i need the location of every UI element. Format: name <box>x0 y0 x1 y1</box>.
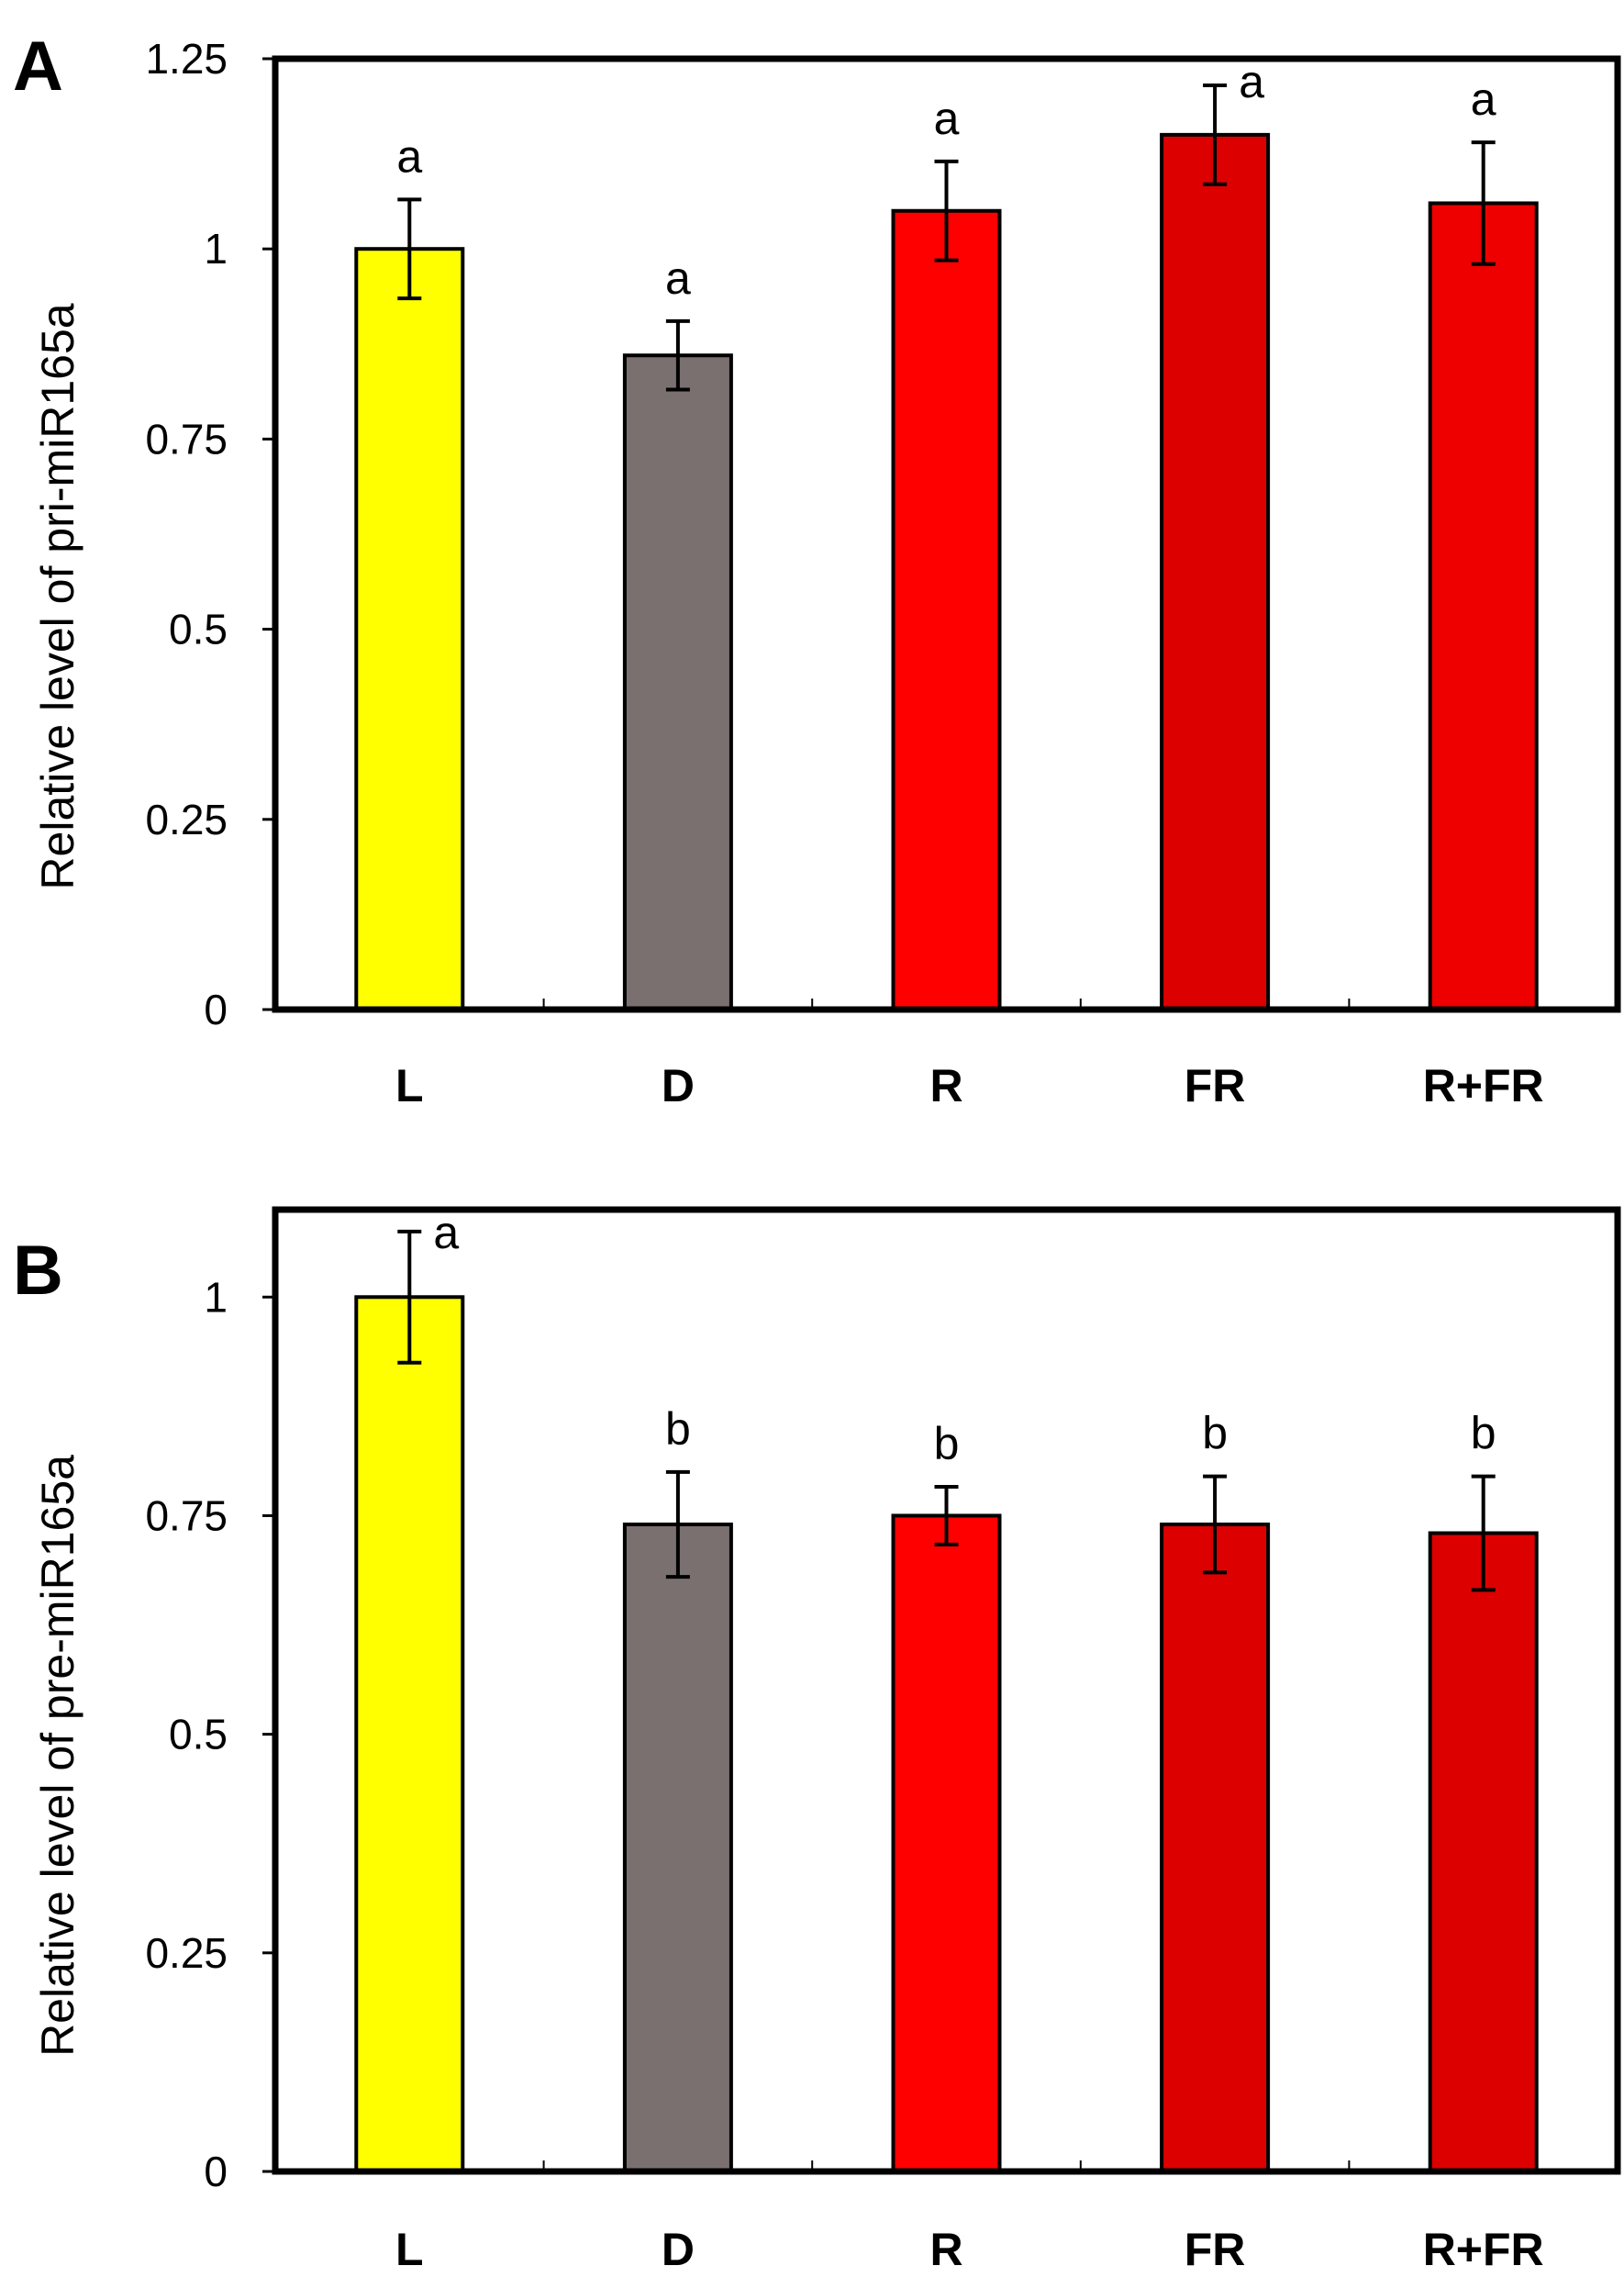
panel-a-significance-L: a <box>396 130 422 182</box>
panel-b-significance-R: b <box>934 1418 960 1469</box>
panel-a-category-labels: L D R FR R+FR <box>395 1060 1544 1111</box>
panel-b-bar-D <box>622 1522 733 2173</box>
panel-a-error-bars <box>397 84 1496 392</box>
panel-a-letter: A <box>13 28 63 106</box>
panel-a-y-tick-label: 0 <box>204 986 228 1033</box>
panel-a-y-axis-label: Relative level of pri-miR165a <box>32 303 83 889</box>
panel-b-significance-L: a <box>433 1207 459 1258</box>
panel-b-y-tick-label: 0.5 <box>169 1711 228 1758</box>
panel-b-category-label-D: D <box>662 2224 695 2275</box>
panel-b-letter: B <box>13 1232 63 1310</box>
panel-a-y-tick-label: 1 <box>204 225 228 273</box>
panel-b-significance-D: b <box>665 1403 691 1455</box>
panel-b-error-bars <box>397 1229 1496 1592</box>
panel-b-bar-L <box>354 1295 465 2173</box>
panel-b-bar-R <box>891 1513 1002 2174</box>
panel-b-category-label-L: L <box>395 2224 424 2275</box>
panel-b-significance-R+FR: b <box>1471 1408 1496 1459</box>
panel-b-bars <box>354 1295 1539 2174</box>
panel-a-y-tick-label: 0.75 <box>145 415 228 463</box>
panel-a-plot-frame <box>272 55 1621 1013</box>
panel-a-bar-L <box>354 247 465 1011</box>
panel-a-significance-R+FR: a <box>1471 73 1496 125</box>
panel-a-y-tick-label: 0.25 <box>145 796 228 843</box>
panel-a-category-label-FR: FR <box>1185 1060 1246 1111</box>
panel-a-category-label-D: D <box>662 1060 695 1111</box>
panel-a: A Relative level of pri-miR165a 0 0.25 0.5… <box>13 28 1621 1111</box>
panel-a-bar-R+FR <box>1428 201 1539 1012</box>
panel-a-significance-R: a <box>934 93 960 144</box>
panel-b-significance-labels: a b b b b <box>433 1207 1496 1469</box>
panel-a-category-label-R+FR: R+FR <box>1423 1060 1544 1111</box>
panel-b-category-label-FR: FR <box>1185 2224 1246 2275</box>
panel-b-bar-FR <box>1160 1522 1271 2173</box>
panel-b-y-tick-label: 0.25 <box>145 1929 228 1977</box>
panel-a-bar-FR <box>1160 132 1271 1011</box>
panel-a-category-label-R: R <box>929 1060 962 1111</box>
panel-a-y-tick-label: 0.5 <box>169 606 228 653</box>
panel-b-y-axis-label: Relative level of pre-miR165a <box>32 1455 83 2057</box>
panel-a-significance-FR: a <box>1239 56 1264 107</box>
panel-a-y-ticks: 0 0.25 0.5 0.75 1 1.25 <box>145 35 1351 1033</box>
panel-a-significance-labels: a a a a a <box>396 56 1496 304</box>
panel-a-significance-D: a <box>665 252 691 304</box>
panel-a-bar-D <box>622 353 733 1011</box>
panel-b-y-tick-label: 0 <box>204 2148 228 2195</box>
panel-b-category-label-R+FR: R+FR <box>1423 2224 1544 2275</box>
panel-b-significance-FR: b <box>1202 1408 1228 1459</box>
panel-b-y-tick-label: 1 <box>204 1273 228 1321</box>
panel-a-bar-R <box>891 208 1002 1011</box>
panel-b-category-labels: L D R FR R+FR <box>395 2224 1544 2275</box>
panel-b-plot-frame <box>272 1206 1621 2175</box>
panel-b-y-tick-label: 0.75 <box>145 1491 228 1539</box>
panel-b: B Relative level of pre-miR165a 0 0.25 0.5… <box>13 1206 1621 2275</box>
panel-a-y-tick-label: 1.25 <box>145 35 228 83</box>
panel-a-category-label-L: L <box>395 1060 424 1111</box>
panel-b-bar-R+FR <box>1428 1531 1539 2173</box>
panel-a-bars <box>354 132 1539 1012</box>
panel-b-category-label-R: R <box>929 2224 962 2275</box>
